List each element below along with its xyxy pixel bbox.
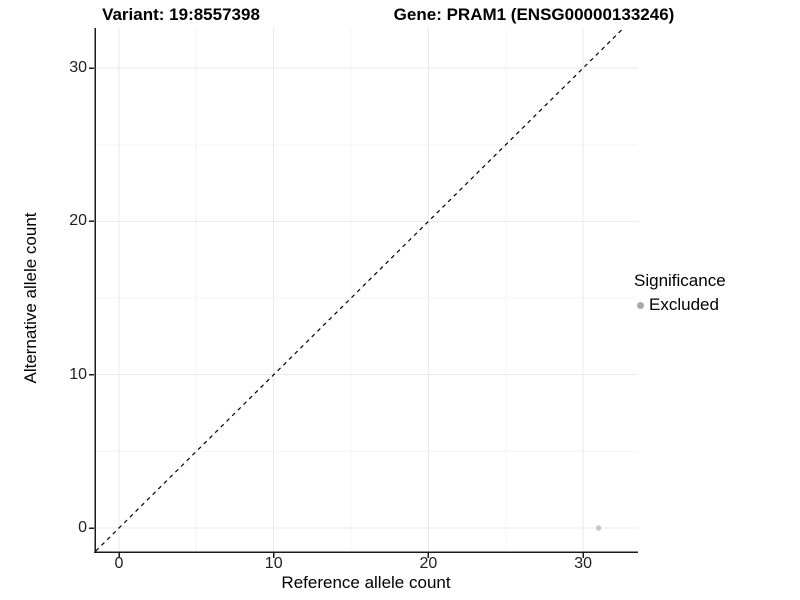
x-tick-label: 20 — [419, 555, 438, 572]
excluded-point-icon — [637, 301, 644, 309]
legend-item-excluded: Excluded — [637, 295, 726, 315]
legend: Significance Excluded — [634, 271, 726, 315]
y-axis-title: Alternative allele count — [21, 212, 40, 384]
y-tick-label: 30 — [69, 59, 87, 77]
x-tick-label: 30 — [574, 555, 592, 572]
data-point — [595, 525, 602, 531]
y-tick-label: 0 — [78, 519, 87, 536]
legend-item-label: Excluded — [649, 295, 719, 314]
legend-title: Significance — [634, 271, 726, 290]
identity-dashed-line — [95, 28, 625, 552]
y-tick-label: 20 — [69, 212, 87, 230]
x-tick-label: 10 — [264, 555, 283, 572]
plot-title-variant: Variant: 19:8557398 — [102, 5, 260, 24]
panel-background — [95, 28, 638, 552]
y-tick-label: 10 — [69, 365, 87, 383]
plot-title-gene: Gene: PRAM1 (ENSG00000133246) — [393, 5, 675, 24]
x-tick-label: 0 — [114, 555, 124, 572]
x-axis-title: Reference allele count — [281, 573, 451, 592]
